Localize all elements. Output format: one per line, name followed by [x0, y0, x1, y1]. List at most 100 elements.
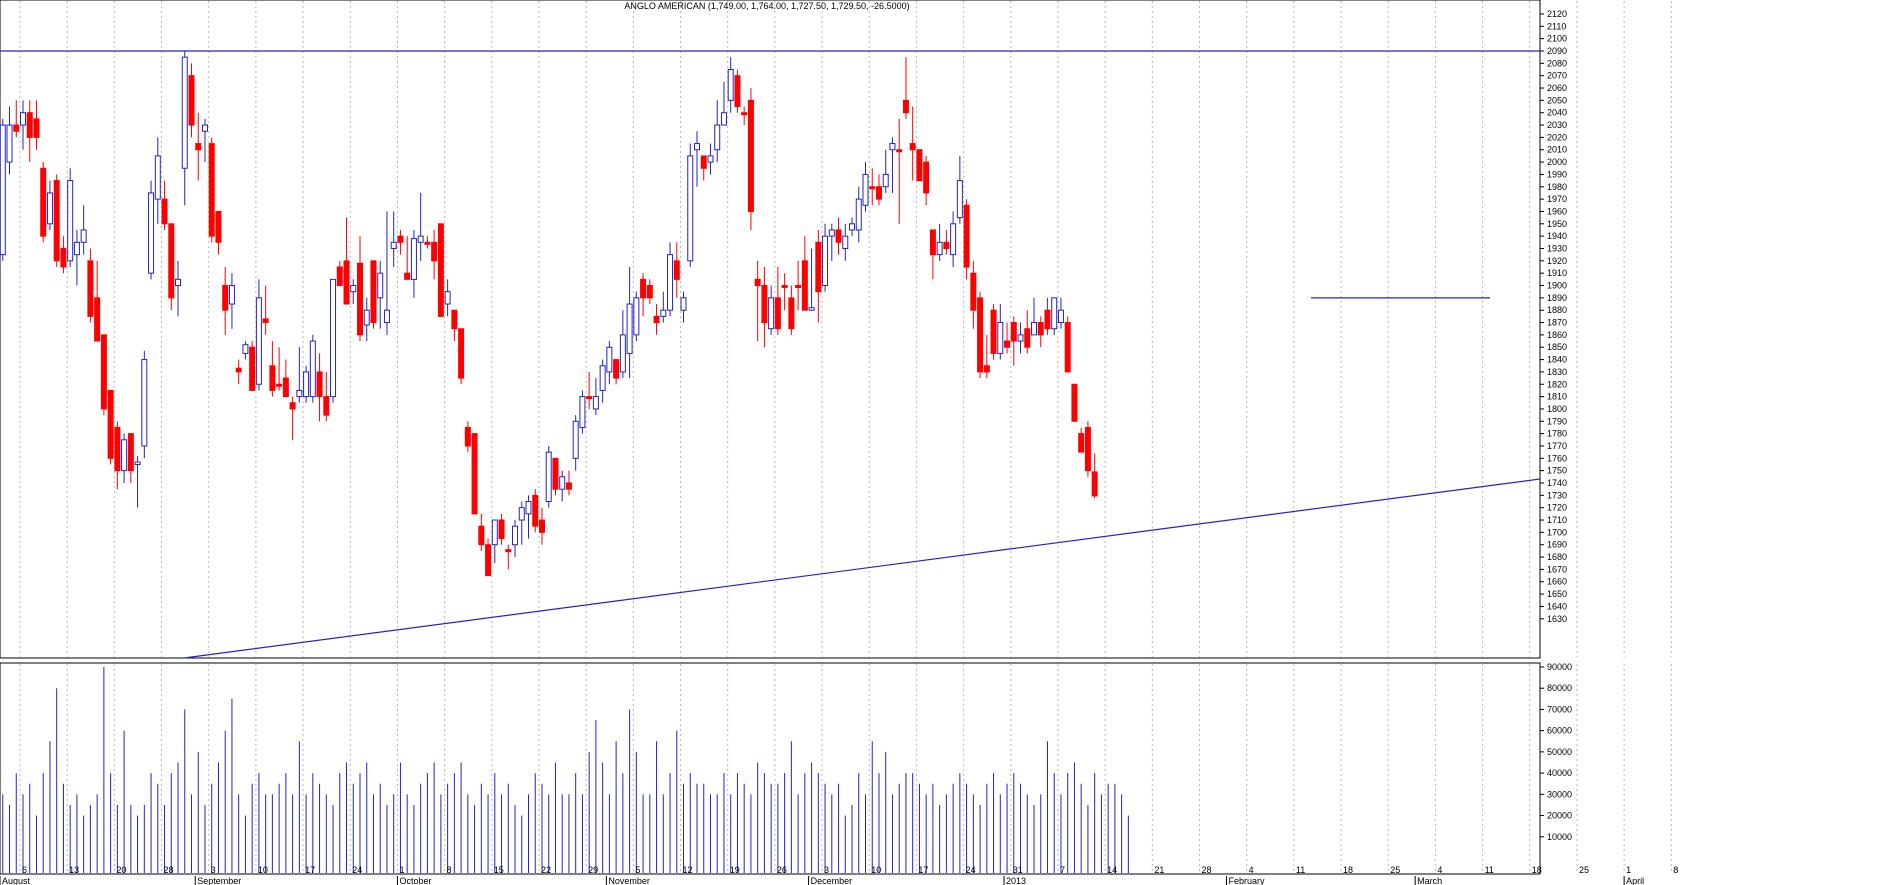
candle-body	[667, 254, 674, 311]
candle-body	[94, 297, 101, 342]
candle-body	[781, 285, 788, 289]
candle-body	[175, 278, 182, 287]
candle-body	[316, 371, 323, 398]
y-tick-label: 2110	[1547, 21, 1566, 31]
candle-body	[336, 266, 343, 287]
y-tick-label: 2050	[1547, 95, 1567, 105]
x-day-label: 18	[1343, 865, 1353, 875]
candle-body	[774, 297, 781, 330]
x-day-label: 4	[1437, 865, 1442, 875]
x-month-label: August	[2, 876, 31, 885]
candle-body	[296, 389, 303, 398]
candle-body	[478, 525, 485, 546]
candle-body	[498, 519, 505, 540]
candle-body	[343, 260, 350, 305]
candle-body	[1091, 471, 1098, 497]
y-tick-label: 1820	[1547, 379, 1567, 389]
candle-body	[451, 309, 458, 330]
candle-body	[168, 223, 175, 299]
candle-body	[20, 112, 26, 126]
candle-body	[963, 204, 970, 268]
candle-body	[869, 186, 876, 190]
y-tick-label: 1660	[1547, 577, 1567, 587]
x-month-label: December	[811, 876, 853, 885]
x-day-label: 4	[1249, 865, 1254, 875]
x-month-label: September	[197, 876, 241, 885]
candle-body	[680, 297, 687, 311]
candle-body	[181, 56, 188, 169]
y-tick-label: 2120	[1547, 9, 1567, 19]
volume-y-tick-label: 30000	[1547, 789, 1572, 799]
candle-body	[107, 389, 114, 459]
candle-body	[1051, 297, 1058, 330]
x-month-label: April	[1626, 876, 1644, 885]
candle-body	[330, 278, 337, 398]
candle-body	[862, 173, 869, 206]
x-day-label: 31	[1013, 865, 1023, 875]
candle-body	[215, 210, 222, 243]
y-tick-label: 1990	[1547, 169, 1567, 179]
candle-body	[1071, 383, 1078, 422]
y-tick-label: 2010	[1547, 145, 1567, 155]
y-tick-label: 1780	[1547, 429, 1567, 439]
candle-body	[323, 396, 330, 416]
candle-body	[417, 235, 424, 243]
candle-body	[1078, 433, 1085, 453]
candle-body	[734, 75, 741, 108]
y-tick-label: 2030	[1547, 120, 1567, 130]
candle-body	[87, 260, 94, 317]
x-day-label: 1	[399, 865, 404, 875]
chart-title: ANGLO AMERICAN (1,749.00, 1,764.00, 1,72…	[624, 1, 909, 11]
candle-body	[141, 359, 148, 447]
candle-body	[714, 124, 721, 151]
candle-body	[397, 235, 404, 243]
candle-body	[1084, 426, 1091, 472]
candle-body	[410, 238, 417, 280]
volume-y-tick-label: 80000	[1547, 683, 1572, 693]
candle-body	[828, 229, 835, 237]
candle-body	[404, 272, 411, 280]
y-tick-label: 1900	[1547, 281, 1567, 291]
y-tick-label: 2020	[1547, 132, 1567, 142]
candle-body	[694, 143, 700, 151]
candle-body	[559, 476, 566, 490]
candle-body	[592, 396, 599, 410]
candle-body	[768, 297, 775, 330]
candle-body	[289, 402, 296, 410]
candle-body	[997, 322, 1004, 354]
x-day-label: 28	[1202, 865, 1212, 875]
y-tick-label: 1650	[1547, 589, 1567, 599]
y-tick-label: 1890	[1547, 293, 1567, 303]
candle-body	[633, 297, 640, 336]
y-tick-label: 1870	[1547, 318, 1567, 328]
y-tick-label: 1640	[1547, 601, 1567, 611]
candle-body	[46, 192, 53, 225]
volume-y-tick-label: 20000	[1547, 811, 1572, 821]
candle-body	[538, 519, 545, 533]
volume-panel-frame	[0, 662, 1541, 875]
candle-body	[1017, 334, 1024, 342]
candle-body	[882, 173, 889, 188]
candle-body	[822, 235, 829, 287]
x-day-label: 11	[1296, 865, 1305, 875]
candle-body	[1031, 322, 1037, 336]
candle-body	[235, 367, 242, 373]
candle-body	[1064, 322, 1071, 373]
candle-body	[653, 315, 660, 324]
x-day-label: 20	[116, 865, 126, 875]
candle-body	[1010, 322, 1017, 342]
candle-body	[801, 260, 808, 311]
candle-body	[741, 112, 748, 116]
volume-y-tick-label: 40000	[1547, 768, 1572, 778]
candle-body	[491, 519, 498, 546]
x-month-label: 2013	[1006, 876, 1026, 885]
y-tick-label: 1800	[1547, 404, 1567, 414]
candle-body	[700, 155, 707, 169]
candle-body	[13, 124, 20, 132]
candle-body	[849, 223, 856, 231]
x-day-label: 17	[918, 865, 928, 875]
y-tick-label: 1860	[1547, 330, 1567, 340]
x-month-label: March	[1417, 876, 1442, 885]
candle-body	[161, 198, 168, 225]
candle-body	[586, 396, 593, 400]
